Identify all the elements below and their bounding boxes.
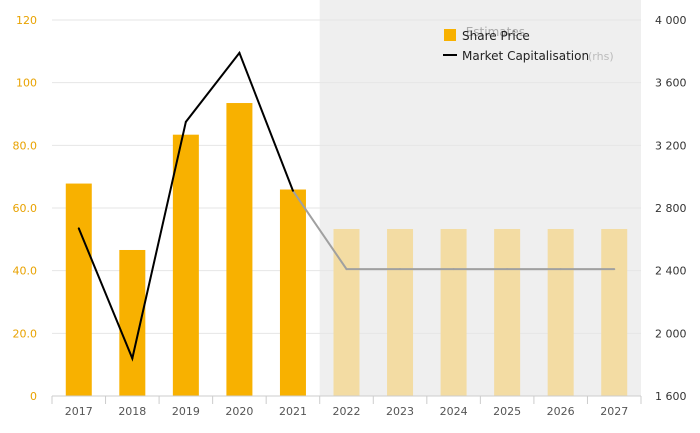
y-left-tick-label: 120 <box>16 14 37 27</box>
market-cap-point-2021 <box>291 189 294 192</box>
y-right-tick-label: 2 400 <box>655 265 687 278</box>
estimates-label: Estimates <box>466 25 525 39</box>
market-cap-point-2018 <box>131 357 134 360</box>
y-right-tick-label: 4 000 <box>655 14 687 27</box>
y-left-tick-label: 100 <box>16 77 37 90</box>
legend-label-market-cap: Market Capitalisation <box>462 49 589 63</box>
y-right-tick-label: 1 600 <box>655 390 687 403</box>
estimates-shading <box>319 0 641 396</box>
legend-label-share-price: Share Price <box>462 29 530 43</box>
x-tick-label: 2017 <box>65 405 93 418</box>
x-tick-label: 2018 <box>118 405 146 418</box>
bar-2019 <box>172 134 199 396</box>
x-tick-label: 2022 <box>333 405 361 418</box>
bar-2026 <box>547 228 574 396</box>
x-tick-label: 2021 <box>279 405 307 418</box>
x-tick-label: 2026 <box>547 405 575 418</box>
market-cap-point-2017 <box>77 227 80 230</box>
y-left-tick-label: 60.0 <box>13 202 38 215</box>
y-left-tick-label: 20.0 <box>13 327 38 340</box>
market-cap-point-2023 <box>399 268 402 271</box>
legend-swatch-share-price <box>444 29 456 41</box>
y-right-tick-label: 3 200 <box>655 139 687 152</box>
y-left-tick-label: 40.0 <box>13 265 38 278</box>
bar-2020 <box>226 103 253 397</box>
market-cap-point-2022 <box>345 268 348 271</box>
x-tick-label: 2024 <box>440 405 468 418</box>
bar-2021 <box>279 189 306 396</box>
bar-2024 <box>440 228 467 396</box>
market-cap-point-2020 <box>238 51 241 54</box>
x-tick-label: 2020 <box>225 405 253 418</box>
y-right-tick-label: 2 800 <box>655 202 687 215</box>
bar-2023 <box>387 228 414 396</box>
y-right-tick-label: 3 600 <box>655 77 687 90</box>
market-cap-point-2026 <box>559 268 562 271</box>
bar-2017 <box>65 183 92 396</box>
bar-2018 <box>119 249 146 396</box>
y-right-tick-label: 2 000 <box>655 327 687 340</box>
x-tick-label: 2023 <box>386 405 414 418</box>
bar-2025 <box>494 228 521 396</box>
bar-2027 <box>601 228 628 396</box>
market-cap-point-2025 <box>506 268 509 271</box>
x-tick-label: 2025 <box>493 405 521 418</box>
y-left-tick-label: 80.0 <box>13 139 38 152</box>
y-left-tick-label: 0 <box>30 390 37 403</box>
market-cap-point-2019 <box>184 120 187 123</box>
market-cap-point-2024 <box>452 268 455 271</box>
legend-label-rhs: (rhs) <box>588 50 614 63</box>
market-cap-point-2027 <box>613 268 616 271</box>
x-tick-label: 2019 <box>172 405 200 418</box>
x-tick-label: 2027 <box>600 405 628 418</box>
